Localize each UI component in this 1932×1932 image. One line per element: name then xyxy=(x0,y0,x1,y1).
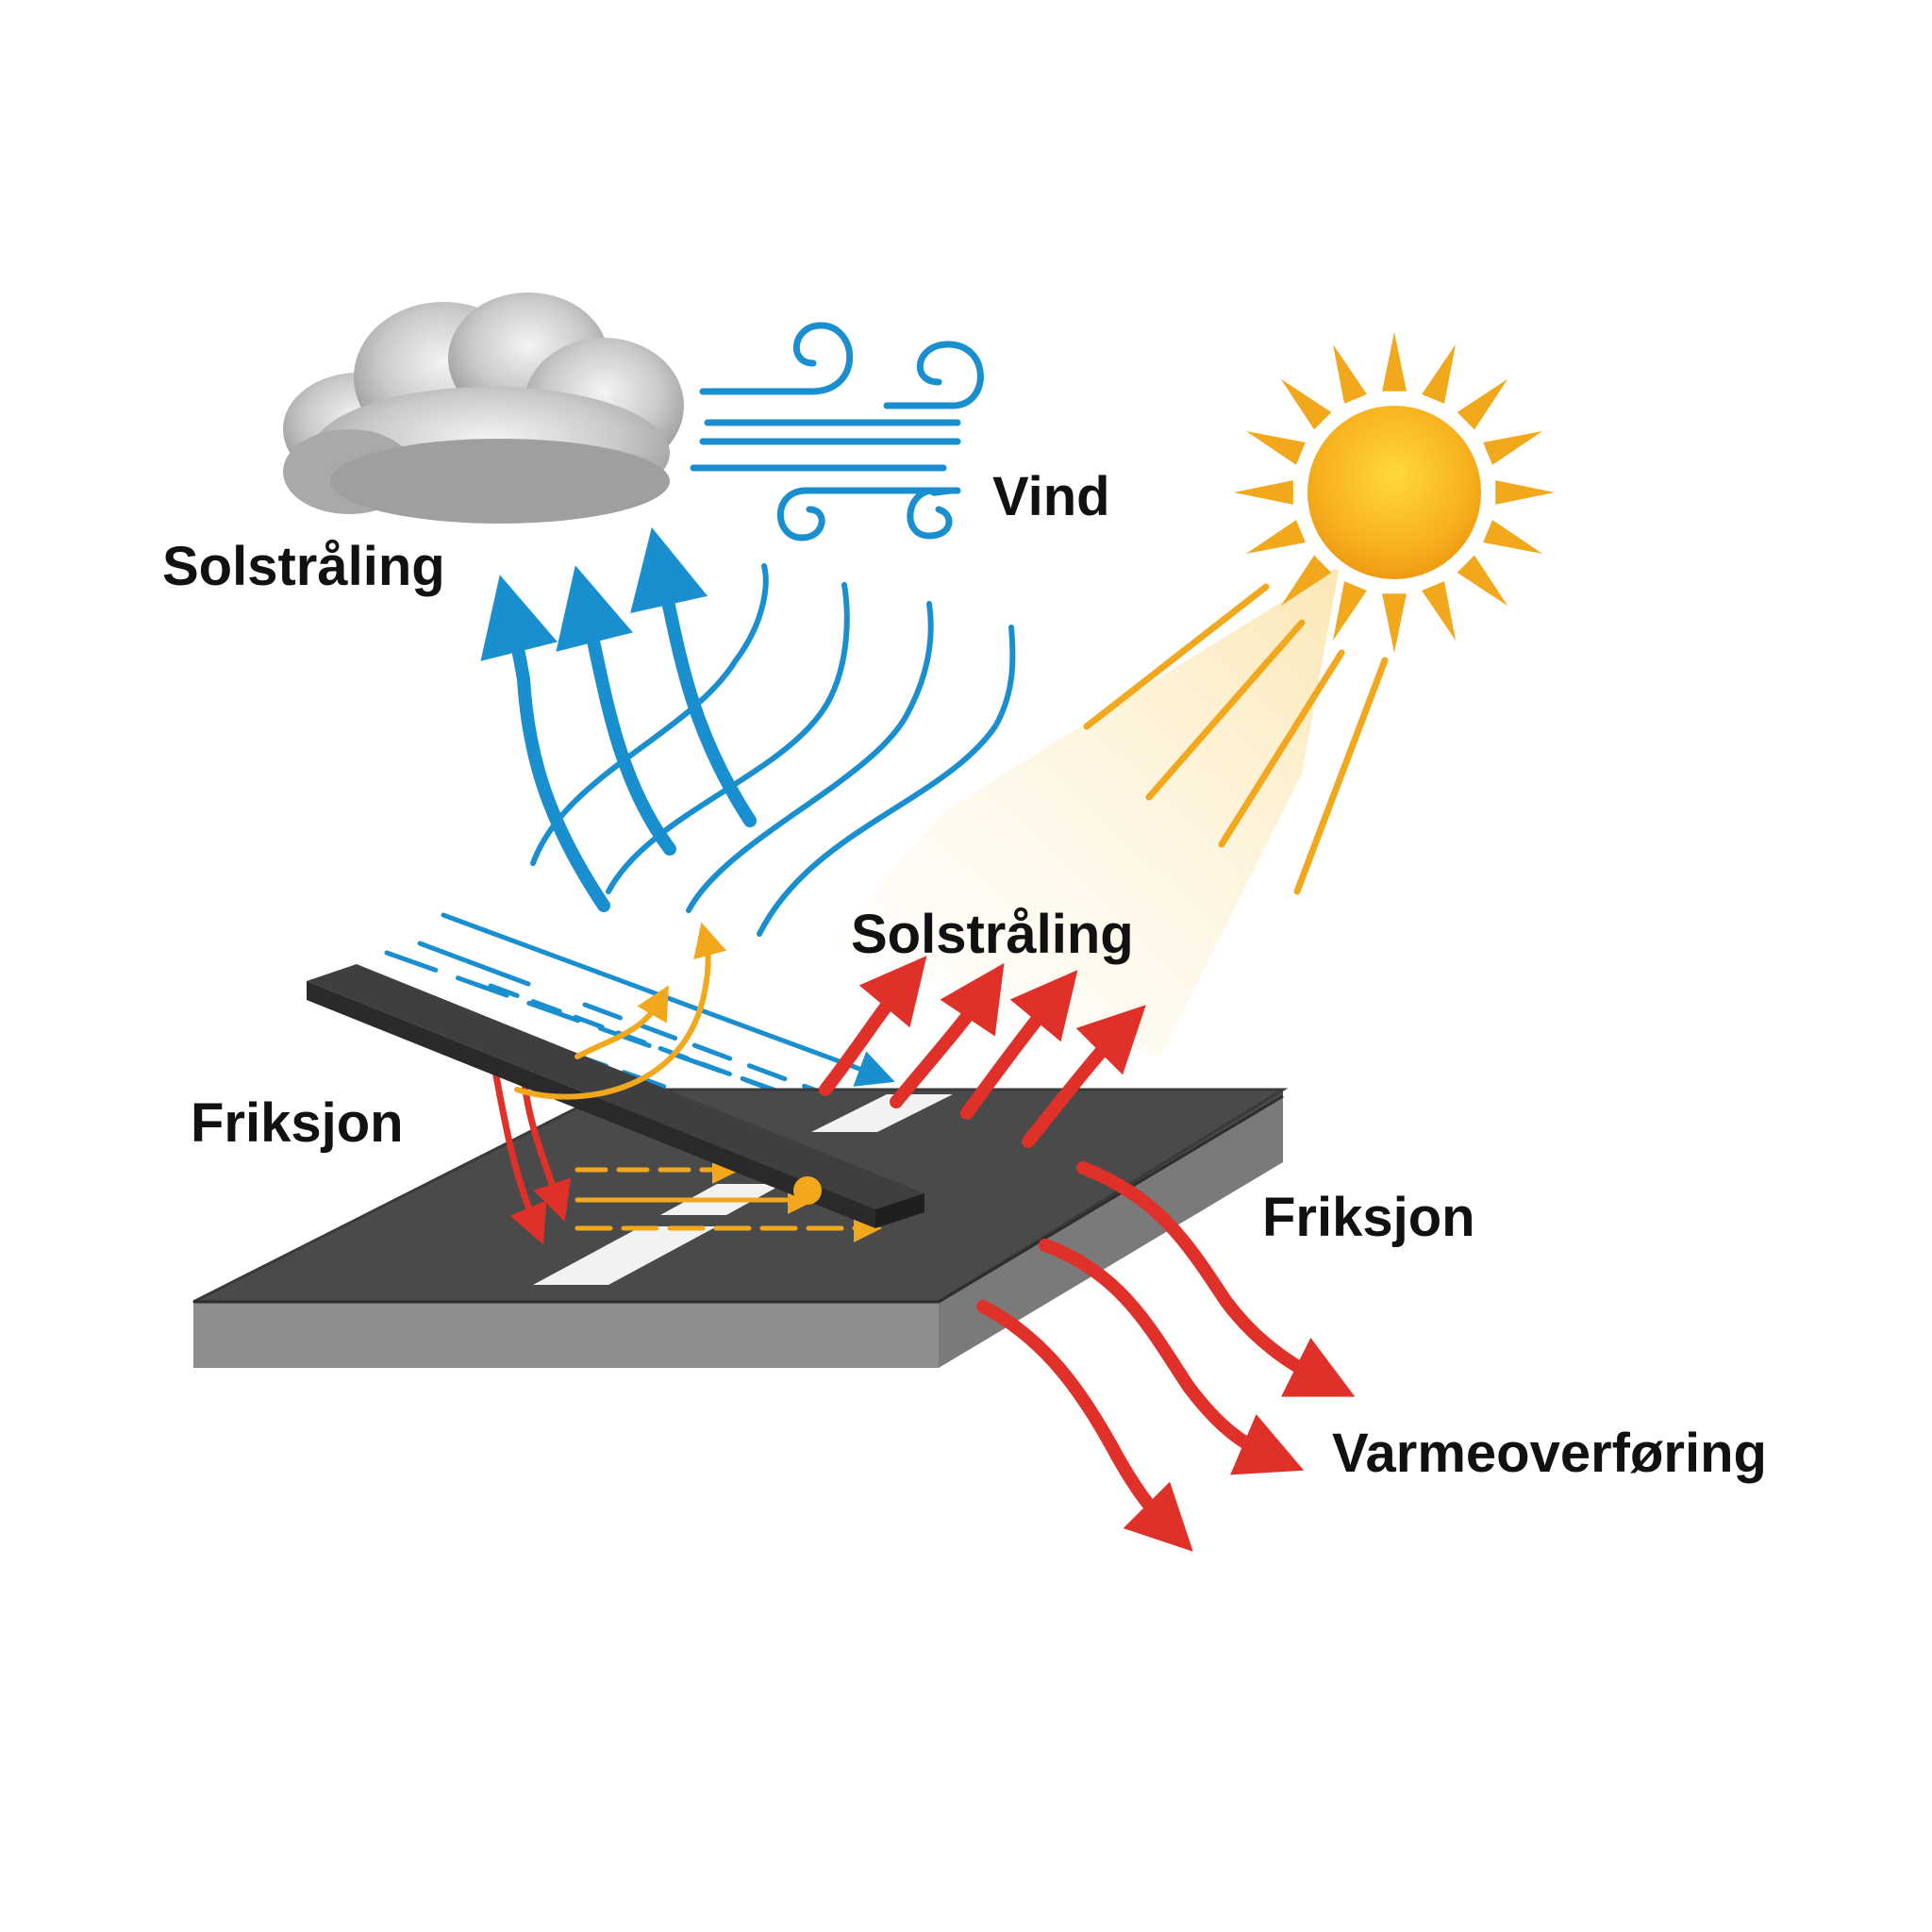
sun-ray xyxy=(1457,378,1508,430)
sun-ray xyxy=(1422,343,1457,404)
wind-flow-lines xyxy=(530,563,1016,937)
sun-ray xyxy=(1382,593,1407,653)
rising-wind-arrows xyxy=(480,526,757,912)
label-wind: Vind xyxy=(992,466,1110,527)
sun-ray xyxy=(1332,581,1367,641)
label-friction-left: Friksjon xyxy=(191,1092,404,1154)
sun-ray xyxy=(1483,520,1543,555)
label-friction-right: Friksjon xyxy=(1262,1187,1475,1248)
label-heat-transfer: Varmeoverføring xyxy=(1332,1423,1767,1484)
sun-ray xyxy=(1234,480,1293,505)
rising-heat-curves xyxy=(514,922,727,1100)
sun-ray xyxy=(1280,378,1332,430)
contact-point xyxy=(793,1176,822,1205)
heat-transfer-arrows xyxy=(976,1161,1356,1552)
sun-icon xyxy=(1234,332,1555,653)
friction-arrows xyxy=(575,1156,882,1242)
sun-ray xyxy=(1422,581,1457,641)
sun-ray xyxy=(1280,555,1332,607)
sun-ray xyxy=(1245,430,1306,465)
wind-icon xyxy=(690,322,984,541)
label-solar-radiation-middle: Solstråling xyxy=(851,904,1134,965)
label-solar-radiation-top: Solstråling xyxy=(162,536,445,597)
sun-ray xyxy=(1457,555,1508,607)
sun-ray xyxy=(1332,343,1367,404)
sun-ray xyxy=(1495,480,1555,505)
cloud-icon xyxy=(283,292,684,524)
sun-ray xyxy=(1483,430,1543,465)
sun-beam-glow xyxy=(830,566,1340,1057)
sun-ray xyxy=(1245,520,1306,555)
sun-ray xyxy=(1382,332,1407,391)
sunbeam-lines xyxy=(1083,583,1389,895)
radiation-up-arrows xyxy=(819,956,1146,1148)
